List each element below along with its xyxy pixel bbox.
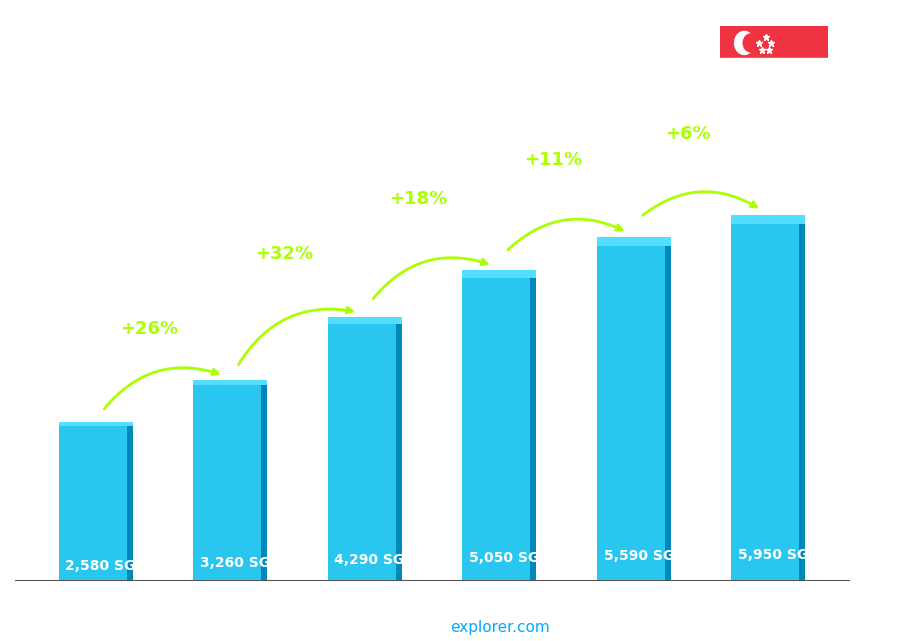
Text: Photogrammetrist: Photogrammetrist — [45, 83, 221, 103]
FancyBboxPatch shape — [463, 271, 536, 278]
Text: salary: salary — [398, 620, 450, 635]
Bar — [732, 215, 806, 581]
FancyBboxPatch shape — [665, 237, 670, 581]
Text: +26%: +26% — [121, 320, 178, 338]
Text: Average Monthly Salary: Average Monthly Salary — [862, 246, 875, 395]
Bar — [58, 422, 132, 581]
FancyBboxPatch shape — [799, 215, 806, 581]
FancyBboxPatch shape — [194, 380, 267, 385]
Bar — [463, 271, 536, 581]
FancyBboxPatch shape — [328, 317, 401, 324]
Text: 3,260 SGD: 3,260 SGD — [200, 556, 282, 570]
Text: 4,290 SGD: 4,290 SGD — [335, 553, 416, 567]
Text: +11%: +11% — [524, 151, 582, 169]
FancyBboxPatch shape — [597, 237, 670, 246]
Text: 2,580 SGD: 2,580 SGD — [66, 558, 148, 572]
FancyBboxPatch shape — [732, 215, 806, 224]
Bar — [597, 237, 670, 581]
Text: +18%: +18% — [390, 190, 447, 208]
Text: 5,590 SGD: 5,590 SGD — [604, 549, 685, 563]
Text: 5,950 SGD: 5,950 SGD — [738, 548, 820, 562]
Text: 5,050 SGD: 5,050 SGD — [469, 551, 551, 565]
Text: Salary Comparison By Experience: Salary Comparison By Experience — [45, 38, 621, 67]
Bar — [328, 317, 401, 581]
Text: +6%: +6% — [665, 125, 710, 143]
Circle shape — [743, 34, 759, 52]
Text: explorer.com: explorer.com — [450, 620, 550, 635]
Bar — [194, 380, 267, 581]
Bar — [720, 58, 828, 90]
FancyBboxPatch shape — [58, 422, 132, 426]
Circle shape — [734, 31, 754, 54]
FancyBboxPatch shape — [396, 317, 401, 581]
FancyBboxPatch shape — [530, 271, 536, 581]
Bar — [720, 26, 828, 58]
FancyBboxPatch shape — [261, 380, 267, 581]
FancyBboxPatch shape — [127, 422, 132, 581]
Text: +32%: +32% — [255, 246, 313, 263]
